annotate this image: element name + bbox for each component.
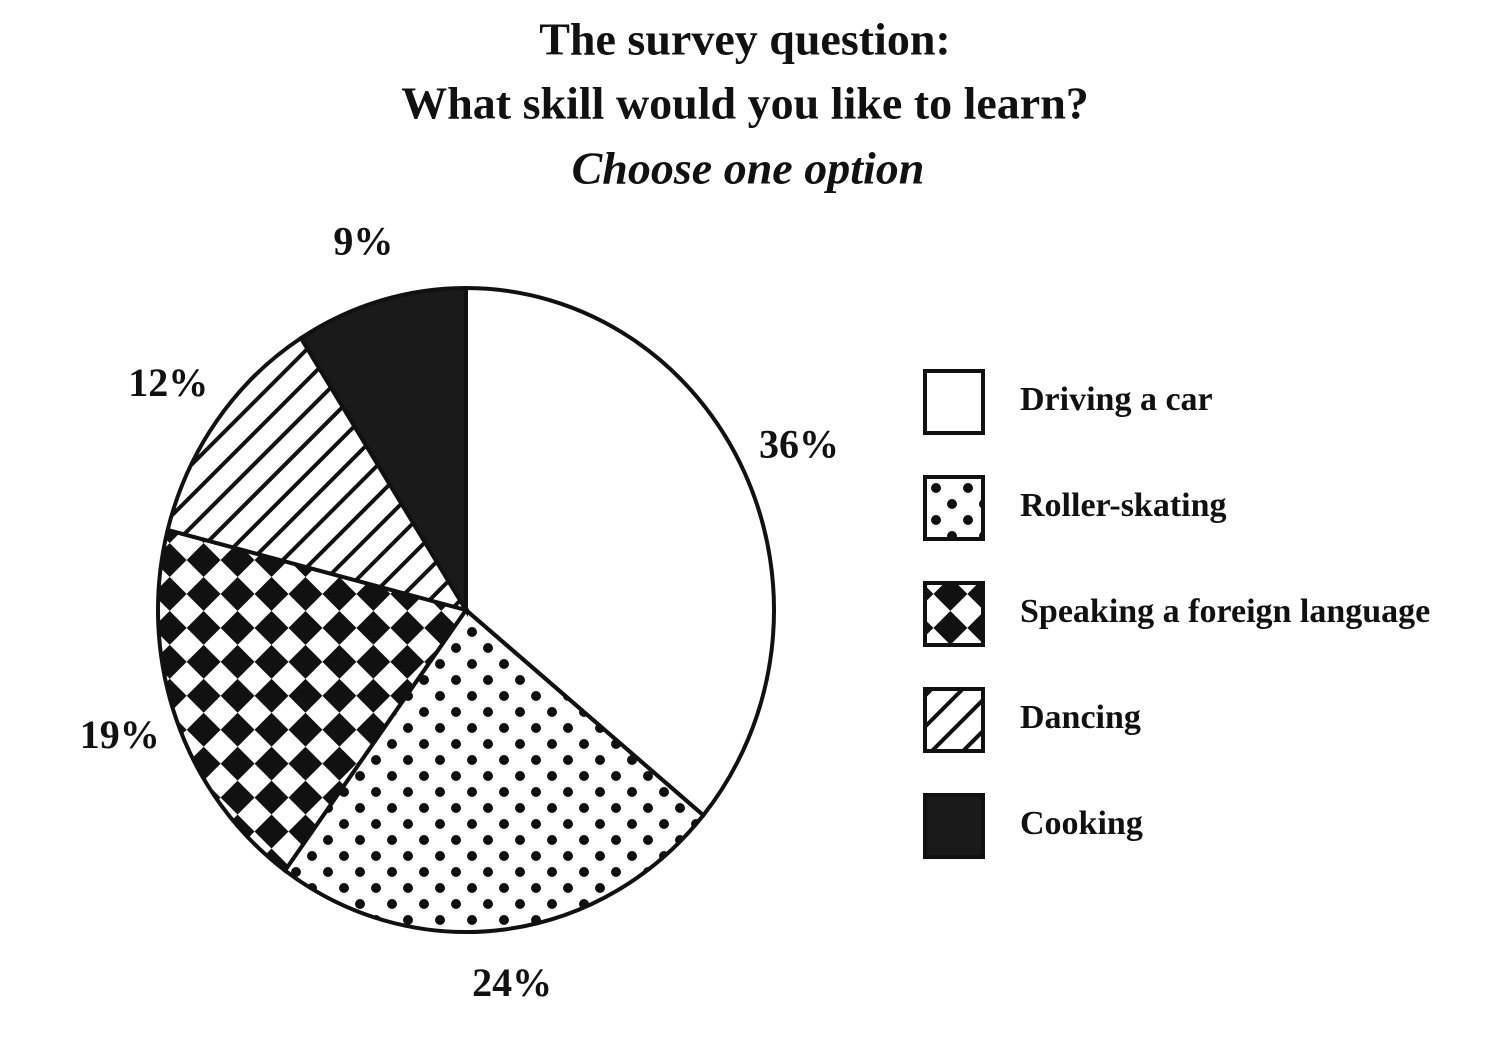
legend-label: Driving a car [1020, 381, 1213, 418]
legend-swatch [923, 475, 985, 541]
legend-swatch [923, 687, 985, 753]
chart-title: What skill would you like to learn? [401, 78, 1089, 129]
pie-slice [282, 607, 707, 934]
pie-slice [165, 335, 471, 614]
data-label: 12% [128, 360, 208, 405]
legend-swatch [923, 369, 985, 435]
data-label: 36% [759, 421, 839, 466]
chart-title: The survey question: [539, 14, 950, 65]
legend-label: Roller-skating [1020, 487, 1227, 524]
legend-label: Cooking [1020, 805, 1143, 842]
legend-swatch [923, 581, 985, 647]
legend-label: Dancing [1020, 699, 1141, 736]
data-label: 9% [333, 218, 393, 263]
pie-slice [464, 285, 776, 819]
data-label: 24% [472, 960, 552, 1005]
chart-subtitle: Choose one option [572, 143, 925, 194]
pie-slice [298, 285, 468, 618]
legend-swatch [923, 793, 985, 859]
legend-label: Speaking a foreign language [1020, 593, 1430, 630]
data-label: 19% [80, 712, 160, 757]
pie-slice [156, 527, 470, 874]
